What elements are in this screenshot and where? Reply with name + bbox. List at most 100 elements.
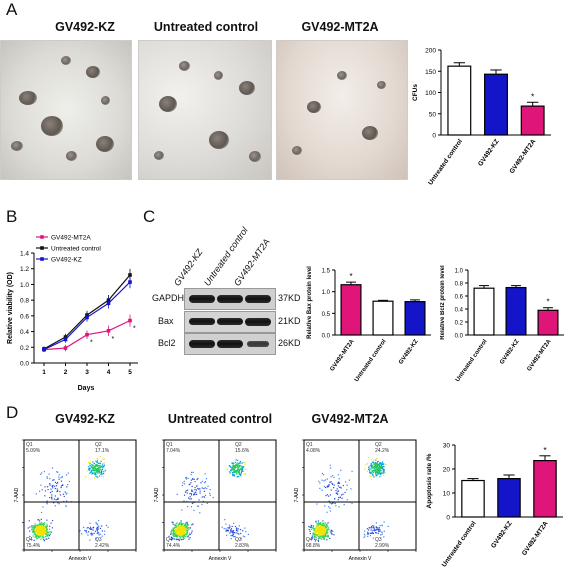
flow-event	[225, 530, 227, 532]
x-tick-label-untreated-control: Untreated control	[441, 520, 478, 569]
flow-event	[234, 471, 237, 473]
flow-event	[379, 476, 381, 478]
flow-event	[311, 537, 313, 539]
flow-event	[179, 525, 181, 527]
flow-event	[337, 482, 339, 485]
flow-event	[95, 475, 97, 477]
flow-event	[57, 502, 59, 504]
flow-event	[100, 473, 102, 475]
flow-event	[383, 521, 385, 523]
flow-event	[232, 475, 234, 477]
flow-event	[96, 472, 98, 474]
flow-event	[376, 471, 378, 474]
flow-event	[48, 537, 50, 539]
flow-event	[318, 529, 321, 531]
flow-event	[51, 467, 54, 469]
flow-event	[188, 497, 190, 499]
flow-event	[379, 467, 381, 469]
flow-event	[102, 463, 104, 465]
flow-event	[242, 465, 244, 468]
flow-event	[313, 528, 316, 530]
flow-event	[42, 524, 45, 526]
flow-event	[331, 482, 333, 485]
q1-value: 7.04%	[166, 448, 181, 454]
flow-event	[310, 526, 312, 529]
colony-photo-gv492-mt2a	[276, 40, 408, 180]
flow-event	[374, 464, 376, 466]
flow-event	[323, 537, 325, 539]
flow-event	[340, 469, 342, 471]
flow-event	[382, 463, 384, 466]
flow-event	[312, 527, 314, 529]
flow-event	[43, 540, 45, 542]
flow-event	[230, 537, 232, 540]
flow-event	[41, 472, 43, 474]
flow-event	[326, 530, 328, 532]
flow-event	[382, 467, 384, 470]
flow-event	[36, 531, 38, 534]
q1-label: Q1	[26, 442, 33, 448]
flow-event	[99, 462, 101, 464]
flow-event	[90, 528, 92, 530]
flow-event	[186, 533, 188, 535]
legend-label-gv492-kz: GV492-KZ	[51, 257, 82, 264]
q2-label: Q2	[235, 442, 242, 448]
flow-event	[99, 467, 101, 469]
flow-event	[382, 470, 384, 472]
flow-event	[41, 489, 43, 491]
flow-event	[172, 521, 174, 523]
significance-star: *	[531, 91, 535, 101]
flow-event	[329, 537, 331, 540]
point-gv492-kz	[128, 280, 132, 284]
flow-event	[47, 535, 49, 537]
flow-event	[242, 530, 244, 532]
flow-event	[230, 470, 232, 472]
flow-event	[185, 490, 187, 492]
flow-event	[35, 531, 37, 533]
flow-event	[45, 525, 47, 527]
flow-event	[329, 507, 331, 509]
flow-event	[46, 531, 48, 533]
y-tick-label: 0	[446, 515, 450, 522]
flow-event	[97, 525, 99, 527]
flow-event	[320, 524, 323, 526]
significance-star: *	[133, 326, 136, 333]
flow-event	[325, 535, 327, 537]
wb-mw-gapdh: 37KD	[278, 293, 301, 303]
flow-event	[174, 535, 176, 537]
x-tick-label-gv492-mt2a: GV492-MT2A	[509, 138, 538, 175]
y-tick-label: 0.0	[322, 334, 331, 340]
wb-column-label-gv492-kz: GV492-KZ	[172, 247, 205, 288]
flow-event	[370, 468, 372, 470]
flow-event	[202, 500, 204, 503]
flow-event	[239, 473, 241, 475]
flow-event	[345, 481, 347, 483]
flow-event	[226, 468, 229, 470]
wb-protein-bcl2: Bcl2	[158, 338, 176, 348]
flow-event	[324, 527, 326, 529]
flow-event	[369, 535, 371, 537]
legend-marker	[40, 246, 44, 250]
x-tick-label: 4	[107, 369, 111, 376]
flow-event	[35, 538, 38, 540]
flow-event	[325, 528, 327, 530]
flow-event	[184, 530, 186, 532]
flow-event	[193, 493, 195, 496]
x-tick-label-untreated-control: Untreated control	[354, 338, 388, 383]
flow-event	[200, 482, 202, 484]
flow-event	[182, 536, 184, 538]
flow-event	[314, 540, 317, 542]
panel-letter-c: C	[143, 207, 156, 226]
flow-event	[324, 534, 327, 536]
flow-event	[327, 536, 329, 538]
flow-event	[371, 531, 373, 534]
flow-event	[37, 528, 40, 530]
flow-event	[326, 478, 328, 480]
flow-event	[89, 463, 91, 465]
flow-event	[326, 486, 328, 488]
flow-event	[228, 524, 230, 526]
flow-event	[33, 530, 35, 532]
flow-event	[373, 525, 375, 527]
flow-event	[319, 523, 321, 525]
flow-event	[181, 532, 183, 534]
